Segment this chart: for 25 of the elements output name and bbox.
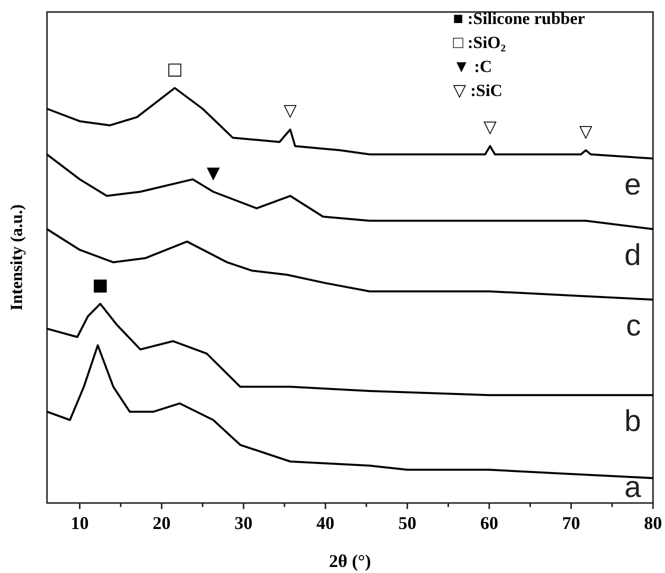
x-tick-label: 70 (562, 513, 580, 533)
series-label: c (626, 310, 641, 343)
x-tick-label: 20 (152, 513, 171, 533)
annotation: ▽ (579, 122, 594, 142)
annotation: ▽ :SiC (453, 81, 502, 100)
x-tick-label: 30 (234, 513, 253, 533)
x-tick-label: 80 (644, 513, 662, 533)
text: ▼ :C (453, 57, 492, 76)
x-axis-title: 2θ (°) (328, 551, 372, 571)
series-label: e (624, 168, 641, 202)
x-tick-label: 60 (480, 513, 498, 533)
text: □ :SiO₂ (453, 33, 506, 52)
x-tick-label: 50 (398, 513, 416, 533)
text: ■ :Silicone rubber (453, 9, 586, 28)
x-tick-label: 40 (316, 513, 334, 533)
series-label: a (624, 471, 642, 504)
y-axis-title: Intensity (a.u.) (7, 204, 26, 311)
series-label: d (624, 239, 641, 272)
x-tick-label: 10 (70, 513, 89, 533)
series-label: b (624, 405, 641, 438)
annotation: ▽ (284, 101, 298, 122)
annotation: □ (166, 60, 183, 80)
annotation: ▽ (483, 118, 498, 138)
annotation: ■ (92, 275, 108, 296)
annotation: ▼ (206, 163, 221, 184)
